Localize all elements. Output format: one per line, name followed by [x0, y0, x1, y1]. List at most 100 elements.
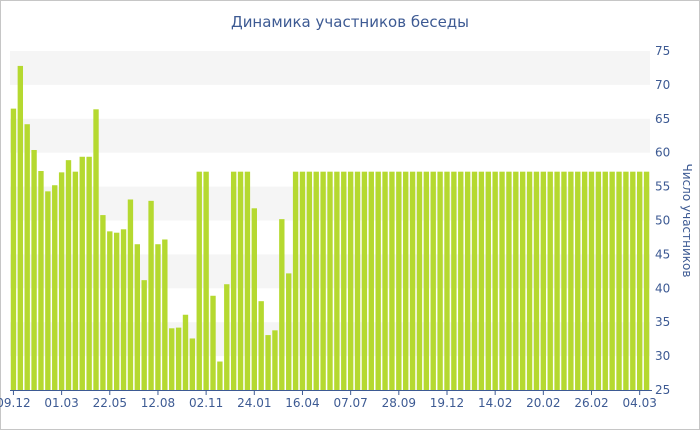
bar: [120, 229, 127, 390]
bar: [217, 361, 223, 390]
bar: [389, 171, 395, 390]
bar: [210, 295, 216, 390]
bar: [286, 273, 292, 390]
bar: [299, 171, 306, 390]
x-tick-label: 24.01: [237, 396, 271, 410]
y-tick-label: 35: [655, 315, 670, 329]
x-tick-label: 19.12: [430, 396, 464, 410]
bar: [478, 171, 485, 390]
bar: [189, 338, 196, 390]
y-tick-label: 50: [655, 214, 670, 228]
bar: [630, 171, 636, 390]
x-tick-label: 12.08: [141, 396, 175, 410]
bar: [141, 280, 147, 390]
bar: [320, 171, 326, 390]
x-tick-label: 26.02: [574, 396, 608, 410]
bar: [327, 171, 333, 390]
bar: [52, 185, 58, 390]
y-tick-label: 30: [655, 349, 670, 363]
bar: [72, 171, 79, 390]
bar: [182, 314, 189, 390]
bar: [533, 171, 540, 390]
y-tick-label: 65: [655, 112, 670, 126]
bar: [347, 171, 354, 390]
y-tick-label: 45: [655, 247, 670, 261]
bar: [636, 171, 643, 390]
bar: [416, 171, 423, 390]
bar-series: [10, 65, 650, 391]
bar: [499, 171, 505, 390]
bar: [265, 335, 271, 390]
bar: [258, 301, 264, 390]
grid-band: [10, 51, 650, 85]
bar: [595, 171, 602, 390]
bar: [575, 171, 581, 390]
y-tick-label: 75: [655, 44, 670, 58]
bar: [554, 171, 560, 390]
grid-band: [10, 118, 650, 153]
bar: [148, 200, 154, 390]
y-axis-ticks: 25 30 35 40 45 50 55 60 65 70 75: [655, 44, 670, 397]
x-tick-label: 01.03: [44, 396, 78, 410]
bar: [616, 171, 622, 390]
bar: [444, 171, 450, 390]
bar: [58, 172, 65, 390]
bar: [169, 328, 175, 390]
bar: [24, 124, 30, 390]
x-tick-label: 07.07: [333, 396, 367, 410]
chart-title: Динамика участников беседы: [230, 13, 470, 31]
bar: [155, 244, 161, 390]
x-tick-label: 20.02: [526, 396, 560, 410]
bar: [113, 232, 120, 390]
bar: [643, 171, 650, 390]
bar: [10, 108, 17, 390]
bar: [451, 171, 457, 390]
bar: [134, 244, 140, 390]
bar: [244, 171, 251, 390]
bar: [127, 199, 134, 390]
x-axis-ticks: 09.12 01.03 22.05 12.08 02.11 24.01 16.04 07.07…: [0, 390, 657, 410]
bar: [31, 149, 37, 390]
x-tick-label: 14.02: [478, 396, 512, 410]
bar: [602, 171, 608, 390]
bar: [79, 156, 85, 390]
bar: [272, 330, 278, 390]
x-tick-label: 28.09: [382, 396, 416, 410]
bar: [437, 171, 443, 390]
bar: [506, 171, 512, 390]
bar: [341, 171, 347, 390]
bar: [38, 171, 44, 390]
bar: [492, 171, 498, 390]
bar: [623, 171, 629, 390]
bar: [568, 171, 574, 390]
bar: [65, 160, 72, 390]
y-tick-label: 55: [655, 180, 670, 194]
bar: [458, 171, 464, 390]
bar: [251, 208, 257, 390]
bar: [354, 171, 361, 390]
x-tick-label: 04.03: [622, 396, 656, 410]
bar: [526, 171, 533, 390]
bar: [86, 156, 92, 390]
bar: [162, 239, 168, 390]
bar: [203, 171, 209, 390]
bar: [485, 171, 491, 390]
bar: [45, 191, 51, 390]
bar: [581, 171, 588, 390]
bar: [382, 171, 388, 390]
bar: [175, 327, 182, 390]
bar: [540, 171, 547, 390]
bar: [100, 215, 106, 390]
bar: [196, 171, 202, 390]
y-tick-label: 40: [655, 281, 670, 295]
bar: [409, 171, 416, 390]
bar: [107, 231, 113, 390]
bar: [334, 171, 340, 390]
bar: [430, 171, 436, 390]
bar: [588, 171, 595, 390]
bar: [609, 171, 615, 390]
y-axis-label: Число участников: [680, 164, 694, 278]
bar: [396, 171, 402, 390]
bar: [423, 171, 430, 390]
bar: [361, 171, 368, 390]
